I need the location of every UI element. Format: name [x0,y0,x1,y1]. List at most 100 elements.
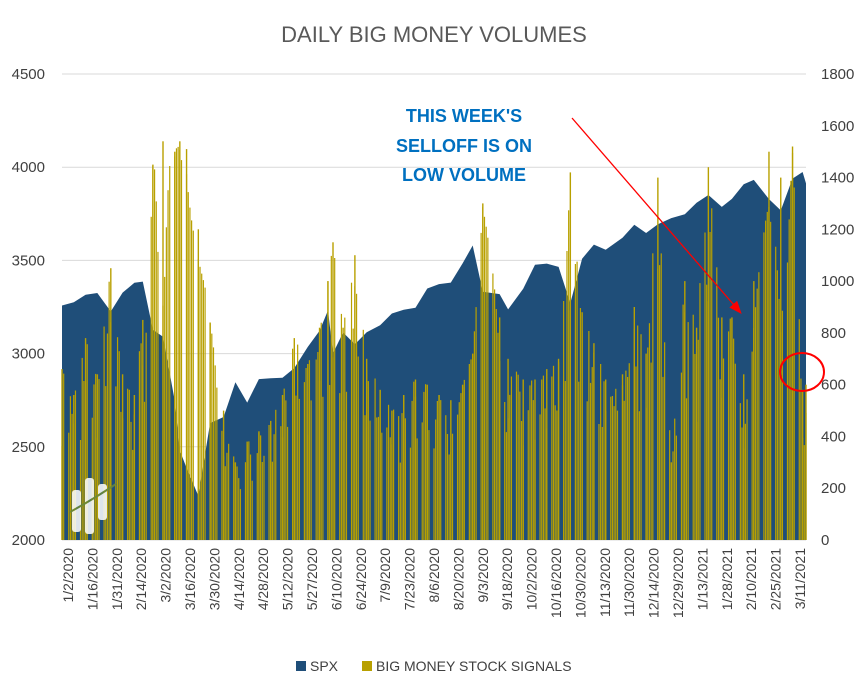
big-money-bar [120,411,122,540]
x-axis-tick-label: 7/9/2020 [377,548,393,603]
big-money-bar [68,432,70,540]
big-money-bar [214,365,216,540]
big-money-bar [623,400,625,540]
right-axis-tick-label: 1200 [821,221,854,238]
big-money-bar [132,449,134,540]
big-money-bar [744,423,746,540]
big-money-bar [694,354,696,540]
big-money-bar [364,415,366,540]
left-axis-tick-label: 3500 [12,252,45,269]
big-money-bar [645,353,647,540]
big-money-bar [675,435,677,540]
big-money-bar [191,220,193,540]
big-money-bar [451,433,454,540]
right-axis-tick-label: 800 [821,325,846,342]
x-axis-tick-label: 6/24/2020 [353,548,369,610]
big-money-bar [374,378,376,540]
big-money-bar [635,366,637,540]
big-money-bar [534,379,536,540]
x-axis-tick-label: 9/3/2020 [475,548,491,603]
x-axis-tick-label: 10/2/2020 [524,548,540,610]
big-money-bar [103,326,105,540]
big-money-bar [167,190,169,540]
big-money-bar [684,281,686,540]
big-money-bar [401,413,403,540]
x-axis-tick-label: 1/2/2020 [60,548,76,603]
big-money-bar [84,338,87,540]
big-money-bar [729,318,731,540]
big-money-bar [551,376,553,540]
big-money-bar [504,402,506,540]
big-money-bar [362,329,364,540]
big-money-bar [189,207,191,540]
big-money-bar [734,363,736,540]
big-money-bar [121,374,124,540]
big-money-bar [805,384,807,540]
big-money-bar [485,226,487,540]
big-money-bar [531,380,533,540]
big-money-bar [216,387,218,540]
big-money-bar [73,395,75,540]
big-money-bar [389,437,391,540]
big-money-bar [574,264,576,540]
big-money-bar [428,430,430,540]
big-money-bar [786,262,789,540]
big-money-bar [416,438,418,540]
big-money-bar [790,180,792,541]
big-money-bar [329,385,331,540]
big-money-bar [625,370,627,540]
x-axis-tick-label: 6/10/2020 [328,548,344,610]
legend-swatch-spx [296,661,306,671]
annotation: THIS WEEK'S SELLOFF IS ON LOW VOLUME [396,106,825,392]
big-money-bar [108,281,110,540]
big-money-bar [510,376,513,540]
big-money-bar [391,410,393,540]
annotation-arrow [571,117,742,314]
big-money-bar [244,462,247,540]
big-money-bar [717,317,720,540]
spx-area-series [62,172,806,540]
big-money-bar [201,273,203,540]
annotation-line-3: LOW VOLUME [402,165,526,185]
big-money-bar [756,288,758,540]
big-money-bar [722,358,725,540]
big-money-bar [246,441,248,540]
big-money-bar [350,282,353,540]
big-money-bar [138,351,141,540]
big-money-bar [93,384,95,540]
big-money-bar [615,388,617,540]
big-money-bar [81,357,83,540]
big-money-bar [165,227,167,541]
big-money-bar [286,426,289,540]
big-money-bar [544,408,546,540]
big-money-bar [263,455,265,540]
big-money-bar [157,251,159,540]
big-money-bar [435,419,437,540]
big-money-bar [105,386,107,540]
big-money-bar [716,267,718,540]
big-money-bar [222,410,225,540]
big-money-bar [591,367,593,540]
big-money-bar [775,246,777,540]
big-money-bar [69,396,72,540]
x-axis-tick-label: 8/6/2020 [426,548,442,603]
big-money-bar [140,343,142,540]
big-money-bar [687,322,689,540]
big-money-bar [386,427,388,540]
big-money-bar [271,461,274,540]
legend: SPX BIG MONEY STOCK SIGNALS [296,658,572,674]
big-money-bar [202,280,204,540]
big-money-bar [640,334,642,540]
big-money-bar [581,312,583,540]
big-money-bar [169,166,171,540]
big-money-bar [96,374,99,540]
big-money-bar [554,405,556,540]
highlight-ellipse [779,352,825,392]
big-money-bar [387,404,390,540]
right-axis-tick-label: 600 [821,377,846,394]
big-money-bar [315,359,317,540]
big-money-bar [552,365,555,540]
big-money-bar [221,430,223,540]
big-money-bar [379,389,381,540]
chart-title: DAILY BIG MONEY VOLUMES [281,22,587,47]
